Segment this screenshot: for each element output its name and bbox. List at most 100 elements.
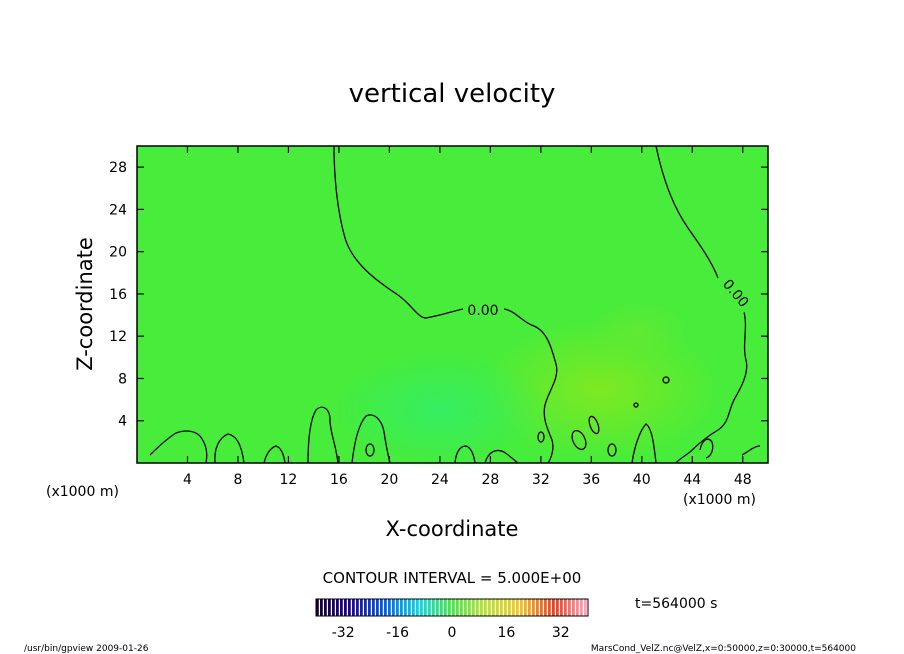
contour-loop-5 (607, 443, 617, 457)
contour-loop-7 (633, 402, 639, 408)
plot-frame (136, 145, 769, 464)
x-tick-label: 16 (330, 472, 348, 488)
x-tick-label: 8 (233, 472, 242, 488)
colorbar-cell (324, 599, 327, 616)
y-tick-label: 12 (109, 329, 127, 345)
contour-lines (149, 145, 761, 464)
colorbar-cell (548, 599, 551, 616)
x-tick-label: 40 (633, 472, 651, 488)
contour-label-bg-1 (463, 300, 504, 318)
chart-title: vertical velocity (349, 79, 556, 109)
colorbar-cell (352, 599, 355, 616)
colorbar-cell (484, 599, 487, 616)
colorbar-cell (316, 599, 319, 616)
x-tick-label: 24 (431, 472, 449, 488)
contour-small-10 (741, 445, 761, 456)
colorbar-cell (512, 599, 515, 616)
contour-small-9 (699, 438, 714, 459)
zero-contour-right (655, 145, 748, 464)
colorbar-cell (468, 599, 471, 616)
colorbar-cell (320, 599, 323, 616)
colorbar-cell (516, 599, 519, 616)
colorbar-cell (536, 599, 539, 616)
y-tick-label: 8 (118, 371, 127, 387)
colorbar-cell (504, 599, 507, 616)
colorbar-cell (392, 599, 395, 616)
contour-label-1: 0.00 (467, 303, 498, 319)
footer-right: MarsCond_VelZ.nc@VelZ,x=0:50000,z=0:3000… (591, 644, 856, 654)
y-axis-label: Z-coordinate (73, 237, 97, 371)
colorbar-tick-labels: -32 -16 0 16 32 (332, 625, 570, 641)
y-tick-label: 16 (109, 287, 127, 303)
colorbar-cell (420, 599, 423, 616)
colorbar-cell (332, 599, 335, 616)
colorbar-cell (488, 599, 491, 616)
colorbar-cell (584, 599, 587, 616)
colorbar-cell (440, 599, 443, 616)
field-blob-weak (590, 300, 690, 360)
colorbar-cell (424, 599, 427, 616)
colorbar-cell (524, 599, 527, 616)
footer-left: /usr/bin/gpview 2009-01-26 (24, 644, 149, 654)
y-tick-marks (137, 166, 768, 422)
y-tick-label: 28 (109, 160, 127, 176)
colorbar-cell (500, 599, 503, 616)
colorbar-cell (372, 599, 375, 616)
zero-contour-main (333, 145, 558, 464)
y-tick-labels: 4 8 12 16 20 24 28 (109, 160, 127, 430)
contour-loop-6 (662, 376, 670, 384)
y-tick-label: 24 (109, 202, 127, 218)
time-label: t=564000 s (635, 596, 717, 612)
plot-area: 0.00 0.00 (136, 145, 769, 470)
colorbar-tick-label: -16 (386, 625, 409, 641)
contour-small-1 (149, 430, 208, 464)
x-axis-label: X-coordinate (386, 517, 519, 541)
colorbar-cell (368, 599, 371, 616)
colorbar-cell (356, 599, 359, 616)
colorbar-cell (460, 599, 463, 616)
colorbar-cell (416, 599, 419, 616)
x-tick-label: 48 (734, 472, 752, 488)
colorbar-cell (532, 599, 535, 616)
x-tick-label: 4 (183, 472, 192, 488)
colorbar-cell (360, 599, 363, 616)
x-tick-label: 20 (380, 472, 398, 488)
colorbar-cell (568, 599, 571, 616)
field-blob-negative (330, 350, 550, 470)
colorbar-cell (572, 599, 575, 616)
x-tick-label: 12 (280, 472, 298, 488)
colorbar-cell (544, 599, 547, 616)
contour-loop-4 (588, 415, 600, 435)
colorbar-cell (408, 599, 411, 616)
colorbar-cell (464, 599, 467, 616)
colorbar-cell (564, 599, 567, 616)
colorbar-cell (348, 599, 351, 616)
colorbar-cell (528, 599, 531, 616)
contour-loop-1 (365, 443, 375, 457)
colorbar-cell (444, 599, 447, 616)
x-tick-label: 28 (481, 472, 499, 488)
contour-interval-label: CONTOUR INTERVAL = 5.000E+00 (323, 569, 582, 587)
colorbar-cell (492, 599, 495, 616)
colorbar-cell (412, 599, 415, 616)
colorbar-cell (400, 599, 403, 616)
x-tick-label: 36 (582, 472, 600, 488)
colorbar-cell (576, 599, 579, 616)
colorbar-frame (315, 598, 589, 617)
contour-small-4 (307, 406, 339, 464)
contour-small-6 (454, 445, 476, 464)
colorbar-cell (344, 599, 347, 616)
colorbar-cell (340, 599, 343, 616)
colorbar-cell (472, 599, 475, 616)
y-tick-label: 4 (118, 414, 127, 430)
colorbar-cell (388, 599, 391, 616)
colorbar-cell (328, 599, 331, 616)
colorbar-cell (508, 599, 511, 616)
colorbar-cell (380, 599, 383, 616)
colorbar-cell (476, 599, 479, 616)
colorbar-cell (396, 599, 399, 616)
contour-label-bg-2 (716, 271, 756, 315)
colorbar-cell (364, 599, 367, 616)
colorbar-tick-label: -32 (332, 625, 355, 641)
